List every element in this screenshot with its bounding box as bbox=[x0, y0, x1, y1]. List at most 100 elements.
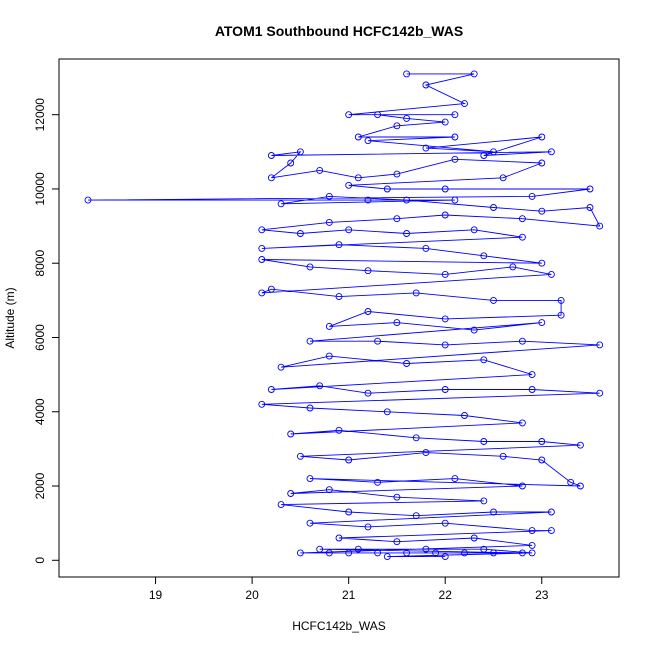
data-point bbox=[403, 549, 411, 557]
data-point bbox=[296, 549, 304, 557]
data-point bbox=[354, 174, 362, 182]
data-point bbox=[480, 356, 488, 364]
data-point bbox=[470, 534, 478, 542]
data-point bbox=[538, 133, 546, 141]
data-point bbox=[441, 519, 449, 527]
data-point bbox=[490, 296, 497, 304]
data-point bbox=[364, 137, 372, 145]
data-point bbox=[258, 289, 266, 297]
data-point bbox=[547, 270, 555, 278]
data-point bbox=[296, 230, 304, 237]
data-point bbox=[441, 386, 449, 393]
y-axis: 0 2000 4000 6000 8000 10000 12000 bbox=[33, 98, 60, 564]
data-point bbox=[258, 400, 266, 408]
data-point bbox=[306, 475, 314, 483]
data-point bbox=[518, 215, 526, 223]
data-point bbox=[422, 144, 430, 152]
data-point bbox=[393, 538, 401, 546]
data-point bbox=[364, 389, 372, 397]
data-point bbox=[480, 497, 488, 505]
data-point bbox=[441, 270, 449, 278]
data-point bbox=[547, 148, 555, 156]
data-point bbox=[470, 70, 478, 78]
data-point bbox=[277, 200, 285, 208]
data-point bbox=[316, 382, 324, 390]
y-tick-label: 8000 bbox=[33, 250, 47, 277]
data-point bbox=[586, 204, 594, 211]
data-point bbox=[451, 155, 459, 163]
x-axis: 19 20 21 22 23 bbox=[149, 576, 549, 602]
data-point bbox=[518, 233, 526, 241]
data-point bbox=[345, 456, 353, 464]
series-points-layer bbox=[84, 70, 604, 561]
data-point bbox=[277, 501, 285, 509]
data-point bbox=[490, 204, 497, 211]
data-point bbox=[345, 508, 353, 516]
data-point bbox=[528, 527, 536, 535]
data-point bbox=[325, 192, 333, 200]
data-point bbox=[441, 341, 449, 349]
data-point bbox=[480, 252, 488, 260]
data-point bbox=[528, 386, 536, 393]
data-point bbox=[335, 293, 343, 301]
data-point bbox=[296, 148, 304, 156]
data-point bbox=[528, 192, 536, 200]
data-point bbox=[403, 196, 411, 204]
data-point bbox=[422, 449, 430, 457]
data-point bbox=[325, 486, 333, 494]
data-point bbox=[306, 404, 314, 412]
data-point bbox=[364, 267, 372, 275]
data-point bbox=[374, 337, 382, 345]
data-point bbox=[393, 122, 401, 130]
data-point bbox=[422, 545, 430, 553]
data-point bbox=[335, 241, 343, 249]
data-point bbox=[596, 222, 604, 230]
data-point bbox=[441, 211, 449, 219]
y-tick-label: 6000 bbox=[33, 324, 47, 351]
y-tick-label: 4000 bbox=[33, 398, 47, 425]
data-point bbox=[441, 315, 449, 323]
series-line bbox=[87, 73, 601, 558]
data-point bbox=[480, 545, 488, 553]
data-point bbox=[518, 549, 526, 557]
data-point bbox=[345, 111, 353, 119]
data-point bbox=[412, 512, 420, 520]
data-point bbox=[267, 285, 275, 293]
data-point bbox=[461, 412, 468, 419]
chart-title: ATOM1 Southbound HCFC142b_WAS bbox=[215, 23, 463, 39]
data-point bbox=[518, 482, 526, 490]
data-point bbox=[403, 360, 411, 367]
data-point bbox=[461, 100, 468, 108]
data-point bbox=[451, 196, 459, 204]
data-point bbox=[432, 549, 440, 557]
data-point bbox=[364, 523, 372, 531]
data-point bbox=[490, 549, 497, 557]
data-point bbox=[461, 549, 468, 557]
x-tick-label: 20 bbox=[245, 588, 259, 602]
data-point bbox=[441, 118, 449, 126]
x-tick-label: 21 bbox=[342, 588, 356, 602]
data-point bbox=[383, 408, 391, 416]
data-point bbox=[296, 452, 304, 460]
data-point bbox=[518, 419, 526, 427]
data-point bbox=[528, 541, 536, 549]
data-point bbox=[441, 553, 449, 561]
y-tick-label: 0 bbox=[33, 557, 47, 564]
data-point bbox=[576, 441, 584, 449]
plot-frame bbox=[58, 58, 620, 578]
data-point bbox=[364, 196, 372, 204]
data-point bbox=[267, 386, 275, 393]
data-point bbox=[325, 549, 333, 557]
data-point bbox=[547, 527, 555, 535]
data-point bbox=[538, 319, 546, 327]
data-point bbox=[403, 70, 411, 78]
data-point bbox=[364, 308, 372, 315]
data-point bbox=[538, 438, 546, 445]
data-point bbox=[354, 545, 362, 553]
data-point bbox=[403, 230, 411, 237]
data-point bbox=[316, 166, 324, 174]
y-tick-label: 10000 bbox=[33, 172, 47, 206]
data-point bbox=[490, 148, 497, 156]
data-point bbox=[490, 508, 497, 516]
